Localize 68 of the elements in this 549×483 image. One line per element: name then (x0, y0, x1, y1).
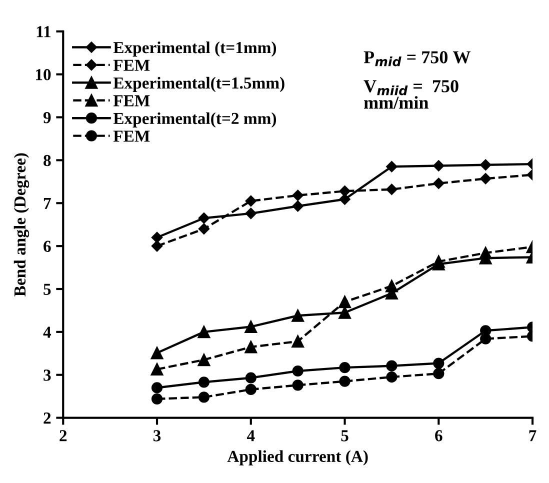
point (433, 368, 444, 380)
point (339, 362, 350, 374)
y-tick-label: 4 (43, 326, 52, 338)
point (432, 255, 445, 268)
point (198, 376, 210, 388)
point (433, 358, 444, 369)
y-axis-title: Bend angle (Degree) (14, 153, 30, 296)
legend-label: Experimental (t=1mm) (113, 41, 276, 57)
point (480, 333, 492, 344)
legend-label: FEM (113, 130, 150, 142)
point (433, 178, 444, 189)
y-tick-label: 2 (44, 412, 51, 424)
point (292, 365, 304, 377)
point (480, 173, 492, 184)
point (386, 371, 398, 383)
x-tick-label: 3 (153, 430, 161, 442)
y-tick-label: 10 (36, 69, 51, 80)
point (150, 346, 164, 360)
point (386, 360, 398, 372)
x-tick-label: 5 (341, 430, 348, 442)
x-tick-label: 7 (529, 430, 536, 442)
legend-label: FEM (113, 60, 150, 71)
point (198, 326, 210, 338)
x-tick-label: 6 (435, 430, 442, 442)
point (198, 392, 210, 403)
x-axis-title: Applied current (A) (227, 450, 368, 466)
point (480, 159, 492, 171)
point (292, 200, 304, 212)
point (244, 320, 258, 334)
legend-label: Experimental(t=2 mm) (113, 112, 276, 128)
point (386, 184, 398, 195)
point (151, 232, 163, 244)
y-tick-label: 3 (44, 370, 51, 381)
point (339, 186, 350, 197)
y-tick-label: 5 (44, 284, 51, 295)
point (150, 363, 164, 376)
point (292, 380, 304, 391)
x-tick-label: 4 (246, 430, 255, 442)
x-tick-label: 2 (60, 430, 67, 442)
point (198, 223, 210, 234)
y-tick-label: 11 (36, 26, 50, 38)
point (245, 208, 256, 220)
point (198, 354, 210, 366)
point (479, 246, 492, 260)
point (292, 309, 304, 322)
legend-label: Experimental(t=1.5mm) (113, 76, 284, 92)
point (292, 190, 304, 202)
point (433, 160, 444, 172)
point (198, 212, 210, 224)
point (151, 382, 163, 394)
point (244, 340, 258, 354)
y-tick-label: 7 (44, 198, 51, 209)
point (245, 195, 256, 207)
y-tick-label: 6 (44, 240, 51, 252)
annotation: P$_{mid}$ = 750 W (364, 51, 470, 66)
point (151, 393, 163, 404)
point (245, 384, 256, 396)
annotation: V$_{miid}$ = 750 mm/min (364, 80, 458, 109)
y-tick-label: 8 (44, 154, 51, 166)
point (292, 335, 304, 348)
point (338, 296, 352, 308)
legend-label: FEM (113, 95, 150, 106)
y-tick-label: 9 (43, 112, 51, 124)
point (151, 240, 163, 252)
point (386, 161, 398, 172)
point (339, 376, 350, 387)
point (385, 280, 398, 292)
point (245, 372, 256, 384)
